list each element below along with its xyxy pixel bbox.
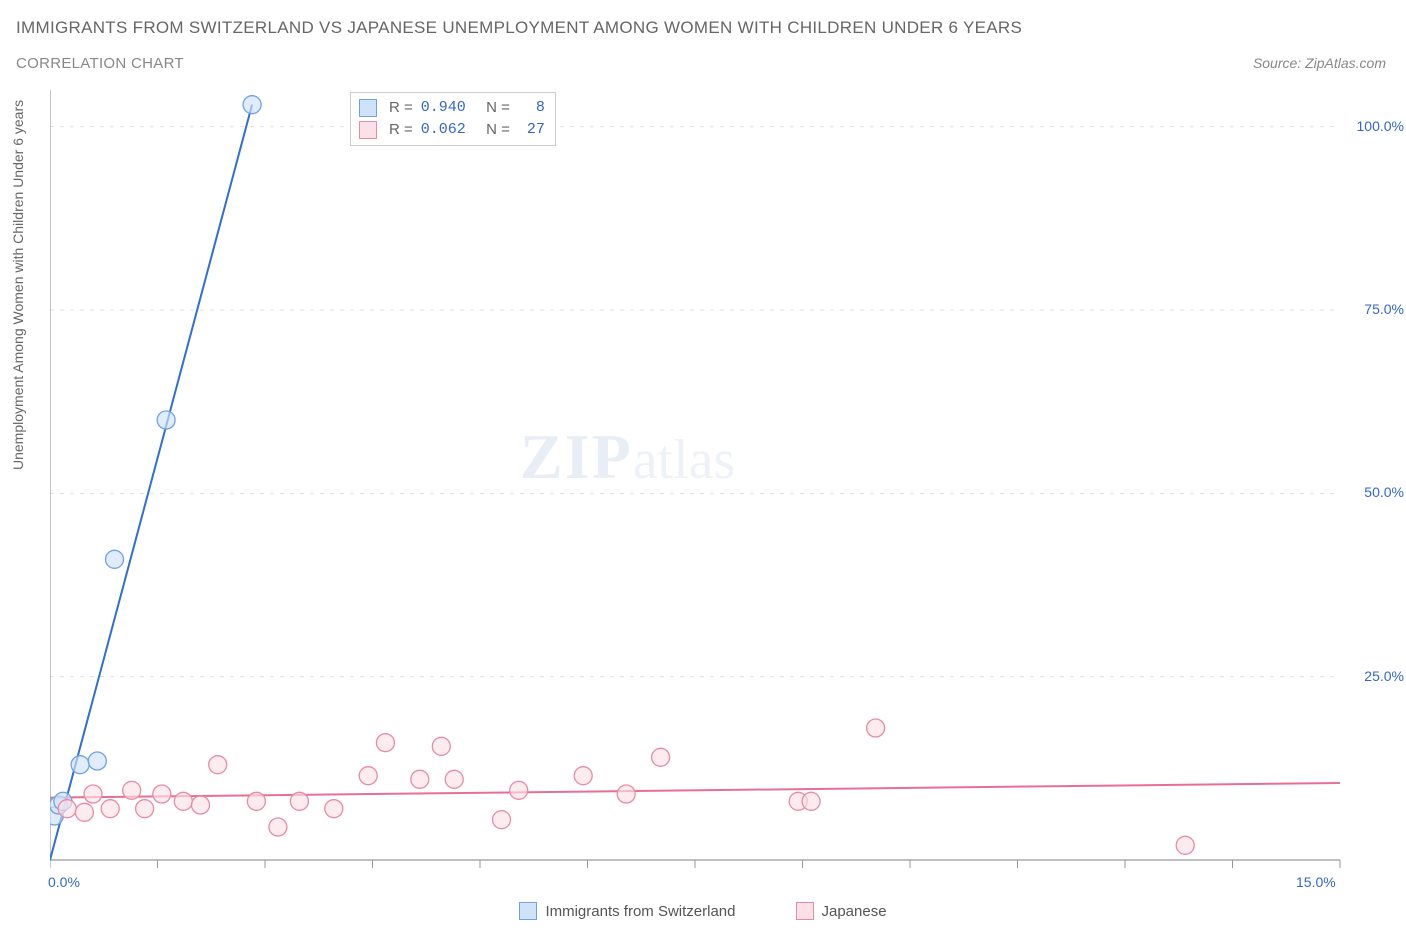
y-axis-label: Unemployment Among Women with Children U… [10, 100, 26, 470]
y-tick-label: 100.0% [1344, 118, 1404, 134]
swatch-icon [359, 99, 377, 117]
legend-n-value: 27 [518, 119, 545, 141]
legend-n-label: N = [478, 97, 510, 119]
x-tick-label: 15.0% [1296, 874, 1336, 890]
legend-n-value: 8 [518, 97, 545, 119]
legend-row-japanese: R = 0.062 N = 27 [359, 119, 545, 141]
source-credit: Source: ZipAtlas.com [1253, 55, 1386, 71]
legend-r-label: R = [389, 119, 413, 141]
y-tick-label: 25.0% [1344, 668, 1404, 684]
bottom-legend-label: Japanese [822, 903, 887, 920]
swatch-icon [519, 902, 537, 920]
bottom-legend-item: Japanese [796, 902, 887, 920]
legend-r-label: R = [389, 97, 413, 119]
x-tick-label: 0.0% [48, 874, 80, 890]
chart-container: IMMIGRANTS FROM SWITZERLAND VS JAPANESE … [0, 0, 1406, 930]
y-tick-label: 75.0% [1344, 301, 1404, 317]
legend-n-label: N = [478, 119, 510, 141]
swatch-icon [796, 902, 814, 920]
legend-r-value: 0.940 [421, 97, 466, 119]
chart-title: IMMIGRANTS FROM SWITZERLAND VS JAPANESE … [16, 18, 1022, 38]
chart-subtitle: CORRELATION CHART [16, 55, 184, 72]
swatch-icon [359, 121, 377, 139]
scatter-chart [50, 90, 1390, 880]
legend-r-value: 0.062 [421, 119, 466, 141]
bottom-legend-item: Immigrants from Switzerland [519, 902, 735, 920]
legend-row-swiss: R = 0.940 N = 8 [359, 97, 545, 119]
y-tick-label: 50.0% [1344, 484, 1404, 500]
bottom-legend: Immigrants from Switzerland Japanese [0, 902, 1406, 924]
bottom-legend-label: Immigrants from Switzerland [545, 903, 735, 920]
stats-legend: R = 0.940 N = 8 R = 0.062 N = 27 [350, 92, 556, 146]
